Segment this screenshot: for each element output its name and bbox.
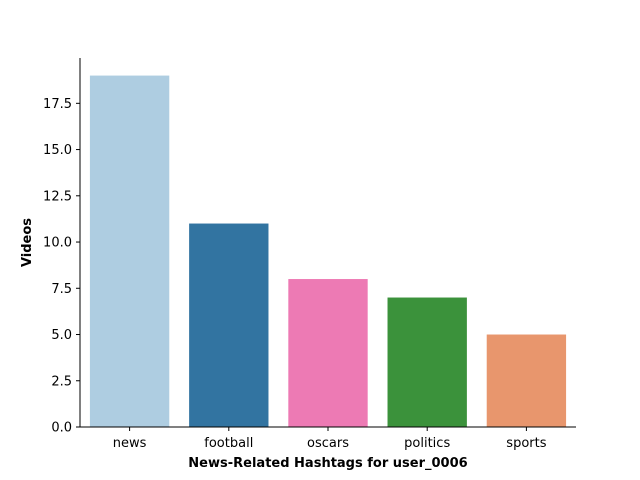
x-tick-label: news: [113, 436, 147, 451]
y-tick-label: 10.0: [43, 236, 72, 251]
y-tick-label: 15.0: [43, 143, 72, 158]
y-tick-label: 5.0: [51, 328, 72, 343]
bars-layer: [89, 75, 567, 428]
bar-football: [189, 223, 269, 427]
x-tick-label: sports: [506, 436, 546, 451]
x-ticks: news football oscars politics sports: [113, 427, 547, 451]
x-axis-title: News-Related Hashtags for user_0006: [188, 456, 467, 471]
bar-oscars: [288, 279, 368, 427]
x-tick-label: politics: [404, 436, 450, 451]
y-tick-label: 7.5: [51, 282, 72, 297]
y-tick-label: 2.5: [51, 374, 72, 389]
bar-politics: [387, 297, 467, 427]
bar-news: [89, 75, 170, 428]
y-tick-label: 0.0: [51, 421, 72, 436]
bar-sports: [486, 334, 567, 427]
y-ticks: 0.0 2.5 5.0 7.5 10.0 12.5 15.0 17.5: [43, 97, 80, 436]
x-tick-label: oscars: [307, 436, 349, 451]
y-tick-label: 17.5: [43, 97, 72, 112]
y-tick-label: 12.5: [43, 189, 72, 204]
x-tick-label: football: [204, 436, 253, 451]
y-axis-title: Videos: [20, 218, 35, 267]
